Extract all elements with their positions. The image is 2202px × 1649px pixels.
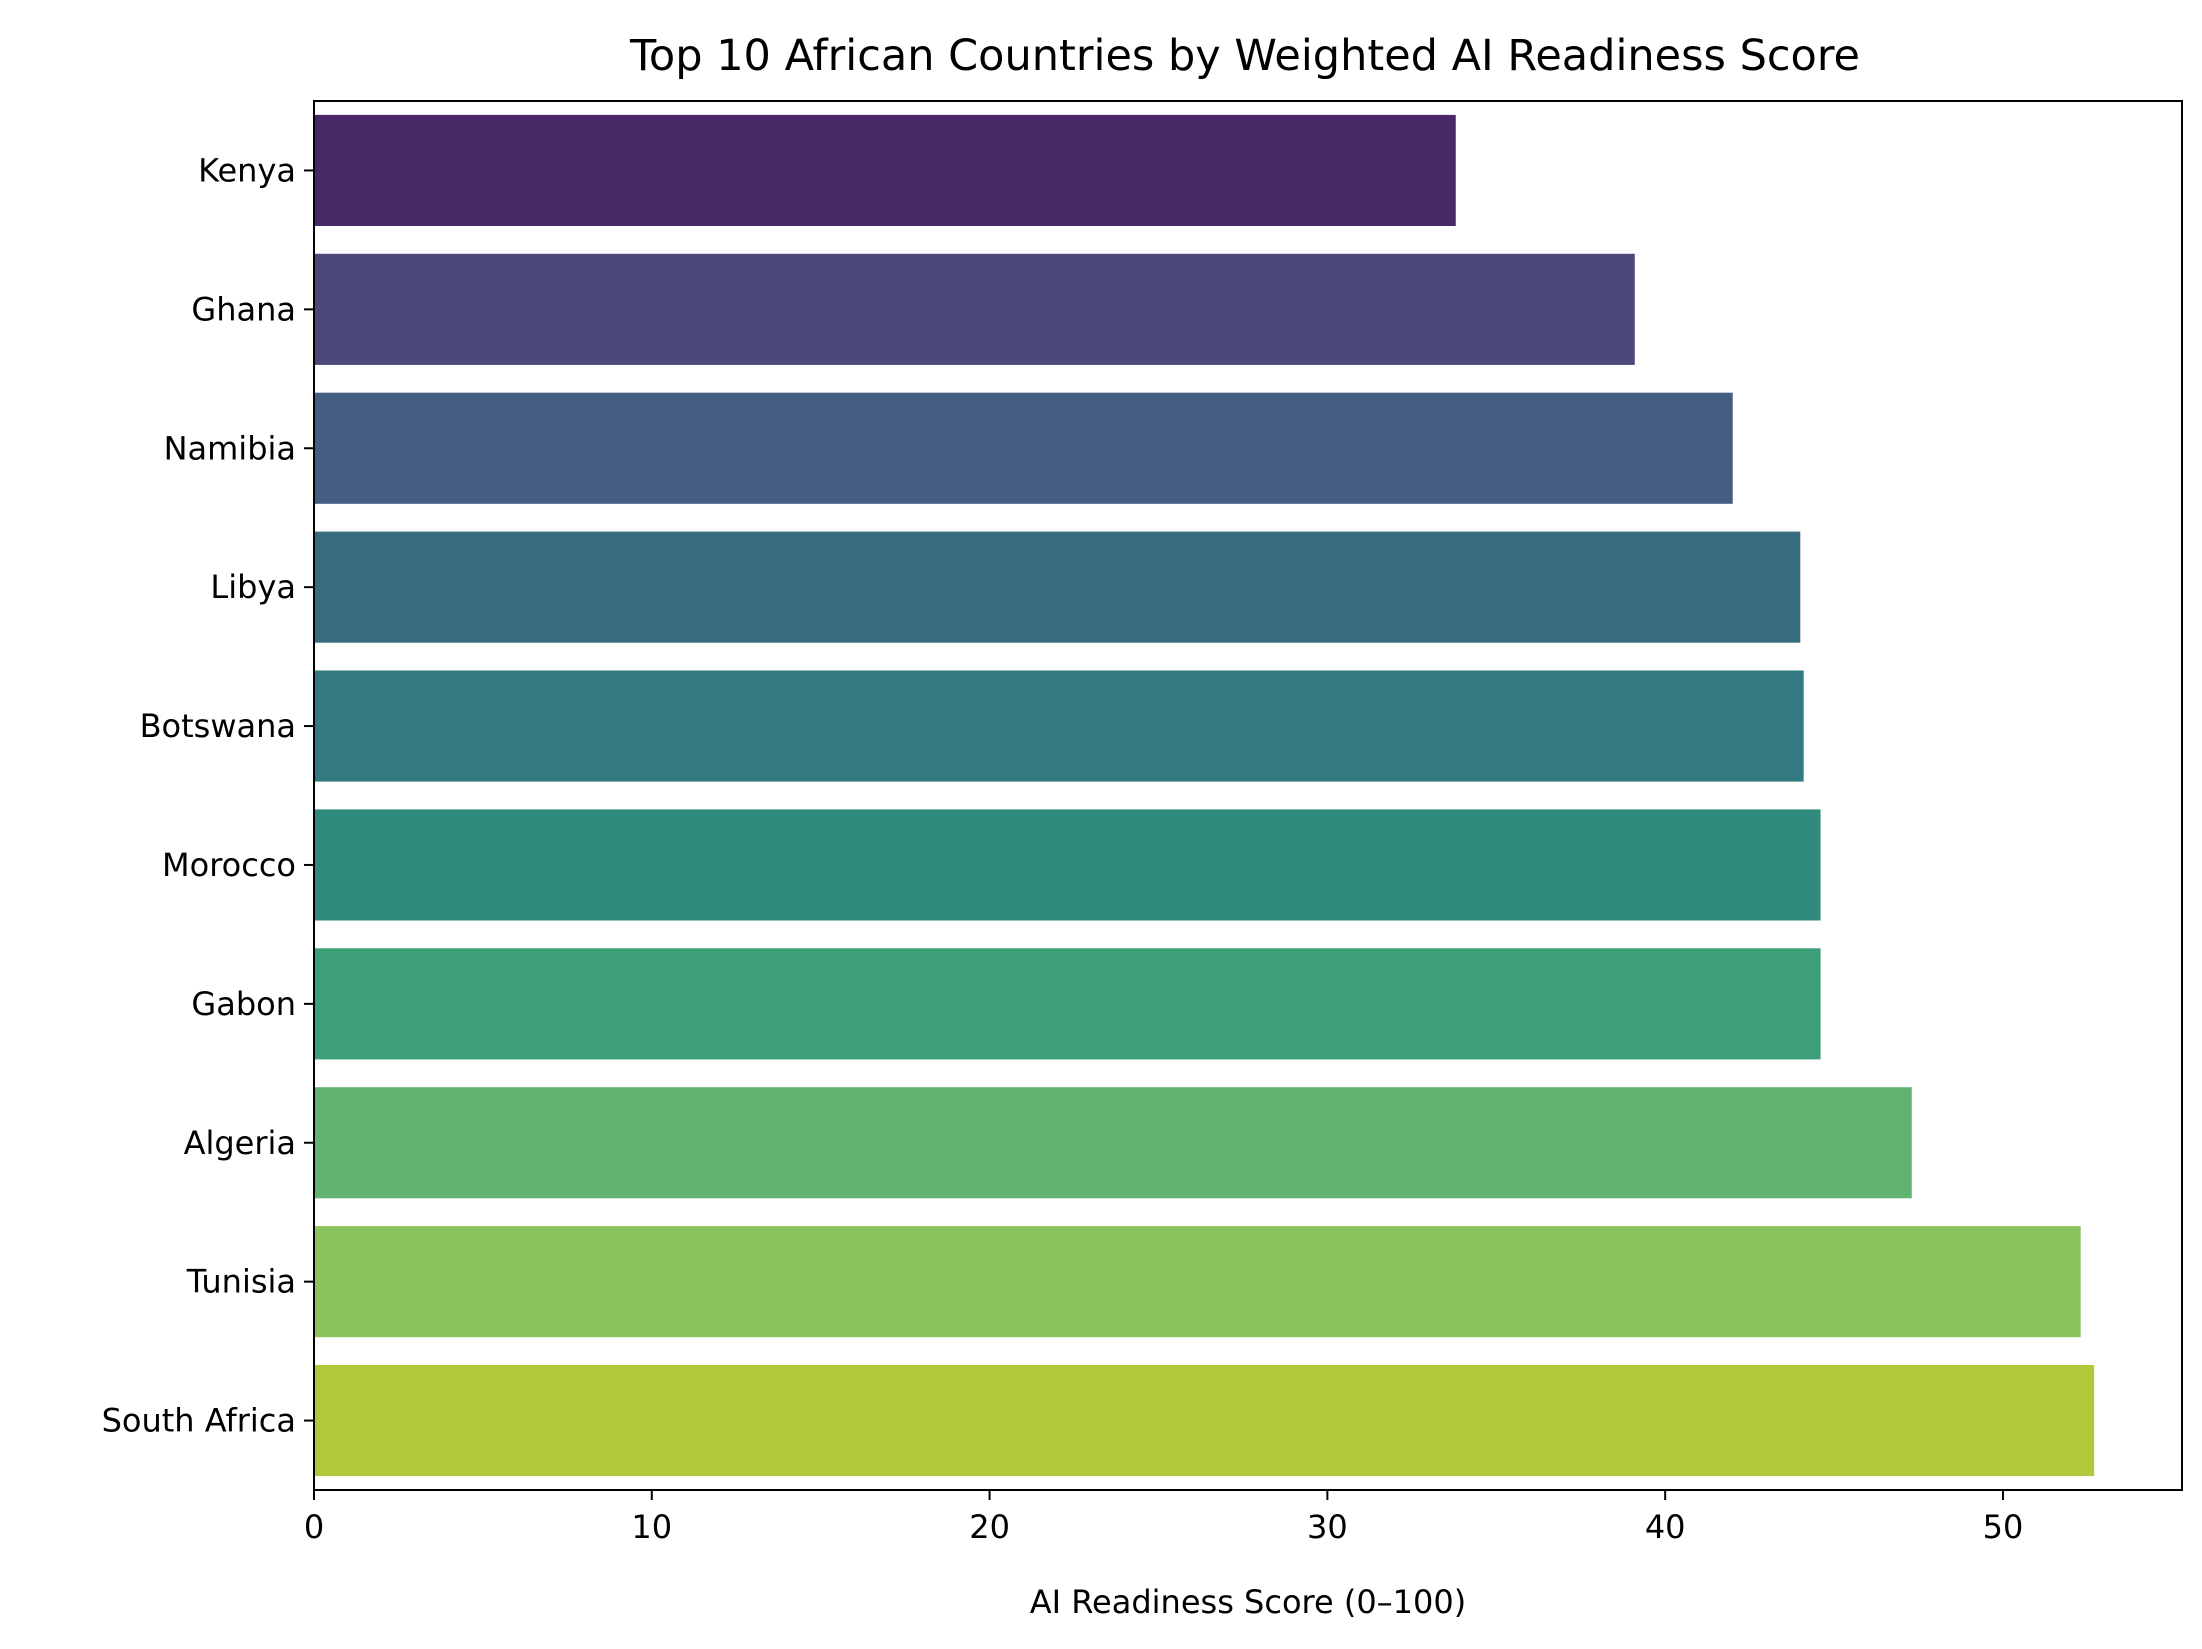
bar-namibia: [314, 392, 1733, 504]
plot-frame: [313, 100, 2183, 1491]
bar-gabon: [314, 948, 1821, 1060]
y-tick-label: South Africa: [102, 1402, 296, 1440]
y-tick-label: Morocco: [162, 846, 296, 884]
y-tick-label: Libya: [210, 568, 296, 606]
x-tick-label: 50: [1983, 1508, 2024, 1546]
x-tick-label: 10: [631, 1508, 672, 1546]
x-axis-ticks: 0 10 20 30 40 50: [304, 1490, 2024, 1546]
x-tick-label: 20: [969, 1508, 1010, 1546]
x-axis-label: AI Readiness Score (0–100): [1030, 1583, 1466, 1621]
bar-libya: [314, 531, 1801, 643]
x-tick-label: 30: [1307, 1508, 1348, 1546]
bar-algeria: [314, 1087, 1912, 1199]
bar-south-africa: [314, 1364, 2095, 1477]
y-tick-label: Kenya: [198, 151, 296, 189]
y-tick-label: Botswana: [140, 707, 296, 745]
y-tick-label: Ghana: [191, 290, 296, 328]
bar-tunisia: [314, 1226, 2081, 1338]
chart-title: Top 10 African Countries by Weighted AI …: [629, 31, 1860, 81]
bars-layer: [314, 114, 2095, 1477]
bar-botswana: [314, 670, 1804, 782]
y-tick-label: Namibia: [164, 429, 296, 467]
x-tick-label: 40: [1645, 1508, 1686, 1546]
y-axis-ticks: Kenya Ghana Namibia Libya Botswana Morocco Gab…: [102, 151, 314, 1440]
y-tick-label: Gabon: [191, 985, 296, 1023]
y-tick-label: Tunisia: [186, 1263, 296, 1301]
bar-ghana: [314, 253, 1635, 365]
y-tick-label: Algeria: [184, 1124, 296, 1162]
bar-kenya: [314, 114, 1456, 227]
x-tick-label: 0: [304, 1508, 324, 1546]
bar-morocco: [314, 809, 1821, 921]
